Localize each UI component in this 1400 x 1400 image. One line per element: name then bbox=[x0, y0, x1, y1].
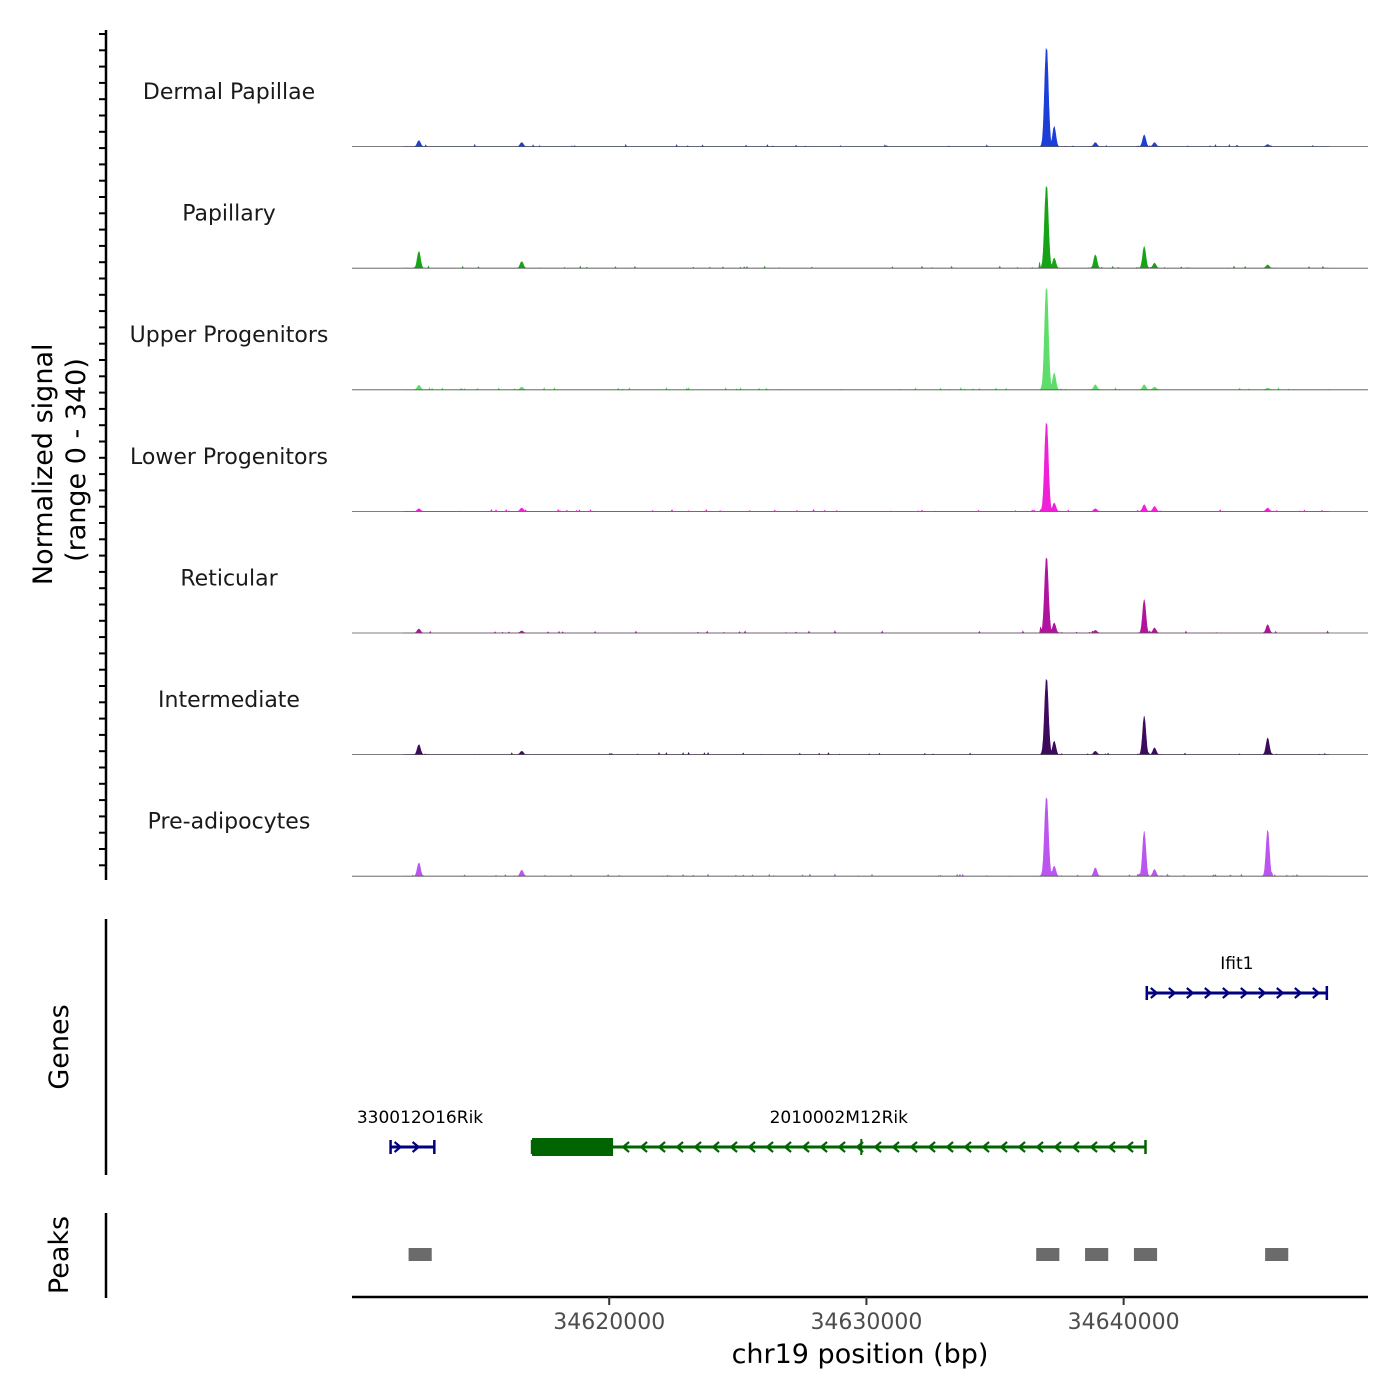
gene-strand-chevron bbox=[411, 1141, 421, 1153]
gene-label: 2010002M12Rik bbox=[770, 1108, 909, 1128]
gene-strand-chevron bbox=[639, 1141, 648, 1153]
gene-strand-chevron bbox=[747, 1141, 756, 1153]
gene-strand-chevron bbox=[981, 1141, 990, 1153]
x-tick-label: 34620000 bbox=[553, 1310, 665, 1335]
gene-strand-chevron bbox=[927, 1141, 936, 1153]
gene-strand-chevron bbox=[1017, 1141, 1026, 1153]
signal-axis-title: Normalized signal (range 0 - 340) bbox=[28, 335, 92, 585]
track-label: Papillary bbox=[182, 202, 276, 227]
gene-strand-chevron bbox=[1258, 987, 1267, 999]
gene-strand-chevron bbox=[711, 1141, 720, 1153]
gene-strand-chevron bbox=[657, 1141, 666, 1153]
peaks-track bbox=[408, 1248, 1289, 1261]
peak-region bbox=[408, 1248, 432, 1261]
gene-strand-chevron bbox=[801, 1141, 810, 1153]
gene-strand-chevron bbox=[945, 1141, 954, 1153]
signal-area bbox=[403, 47, 1330, 148]
x-tick-label: 34630000 bbox=[810, 1310, 922, 1335]
track-label: Upper Progenitors bbox=[130, 323, 329, 348]
x-axis: 34620000 34630000 34640000 bbox=[352, 1295, 1368, 1335]
gene-strand-chevron bbox=[1125, 1141, 1134, 1153]
signal-axis-range: (range 0 - 340) bbox=[61, 358, 92, 562]
gene-strand-chevron bbox=[999, 1141, 1008, 1153]
gene-label: Ifit1 bbox=[1220, 954, 1253, 974]
gene-strand-chevron bbox=[765, 1141, 774, 1153]
gene-strand-chevron bbox=[1089, 1141, 1098, 1153]
gene-strand-chevron bbox=[393, 1141, 403, 1153]
peak-region bbox=[1265, 1248, 1289, 1261]
gene-strand-chevron bbox=[1107, 1141, 1116, 1153]
track-label: Reticular bbox=[180, 566, 278, 591]
gene-strand-chevron bbox=[1204, 987, 1213, 999]
signal-axis-label: Normalized signal bbox=[28, 344, 59, 586]
track-labels: Dermal Papillae Papillary Upper Progenitor… bbox=[130, 80, 329, 835]
gene-strand-chevron bbox=[837, 1141, 846, 1153]
gene-strand-chevron bbox=[729, 1141, 738, 1153]
gene-strand-chevron bbox=[1150, 987, 1159, 999]
gene-strand-chevron bbox=[819, 1141, 828, 1153]
peak-region bbox=[1133, 1248, 1158, 1261]
signal-area bbox=[403, 557, 1330, 634]
track-label: Intermediate bbox=[158, 688, 300, 713]
signal-area bbox=[403, 422, 1330, 512]
track-label: Pre-adipocytes bbox=[148, 810, 311, 835]
signal-y-axis bbox=[99, 30, 108, 880]
gene-strand-chevron bbox=[1294, 987, 1303, 999]
signal-area bbox=[403, 185, 1330, 269]
gene-strand-chevron bbox=[1312, 987, 1321, 999]
signal-tracks bbox=[352, 47, 1368, 877]
gene-strand-chevron bbox=[1240, 987, 1249, 999]
gene-strand-chevron bbox=[891, 1141, 900, 1153]
x-axis-title: chr19 position (bp) bbox=[732, 1339, 989, 1370]
gene-label: 330012O16Rik bbox=[357, 1108, 483, 1128]
gene-strand-chevron bbox=[1222, 987, 1231, 999]
gene-strand-chevron bbox=[783, 1141, 792, 1153]
gene-strand-chevron bbox=[1276, 987, 1285, 999]
genes-axis-title: Genes bbox=[44, 1004, 75, 1089]
signal-area bbox=[403, 678, 1330, 756]
gene-strand-chevron bbox=[621, 1141, 630, 1153]
track-label: Dermal Papillae bbox=[143, 80, 315, 105]
gene-strand-chevron bbox=[1053, 1141, 1062, 1153]
gene-strand-chevron bbox=[909, 1141, 918, 1153]
peaks-axis-title: Peaks bbox=[44, 1216, 75, 1294]
gene-strand-chevron bbox=[1186, 987, 1195, 999]
gene-strand-chevron bbox=[1035, 1141, 1044, 1153]
signal-area bbox=[403, 797, 1330, 877]
peak-region bbox=[1036, 1248, 1060, 1261]
gene-strand-chevron bbox=[873, 1141, 882, 1153]
gene-exon bbox=[532, 1138, 614, 1156]
peak-region bbox=[1085, 1248, 1109, 1261]
gene-strand-chevron bbox=[675, 1141, 684, 1153]
signal-area bbox=[403, 287, 1330, 391]
genes-track: Ifit1 330012O16Rik 2010002M12Rik bbox=[357, 954, 1329, 1156]
gene-strand-chevron bbox=[693, 1141, 702, 1153]
gene-strand-chevron bbox=[963, 1141, 972, 1153]
gene-strand-chevron bbox=[1168, 987, 1177, 999]
track-label: Lower Progenitors bbox=[130, 445, 328, 470]
gene-strand-chevron bbox=[1071, 1141, 1080, 1153]
x-tick-label: 34640000 bbox=[1068, 1310, 1180, 1335]
